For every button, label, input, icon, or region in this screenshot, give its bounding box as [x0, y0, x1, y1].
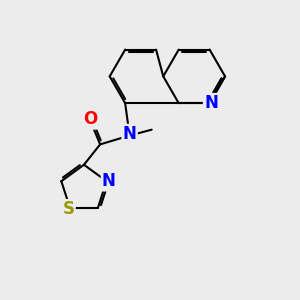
Text: O: O [83, 110, 97, 128]
Text: N: N [123, 125, 136, 143]
Text: N: N [102, 172, 116, 190]
Text: N: N [204, 94, 218, 112]
Text: S: S [62, 200, 74, 218]
